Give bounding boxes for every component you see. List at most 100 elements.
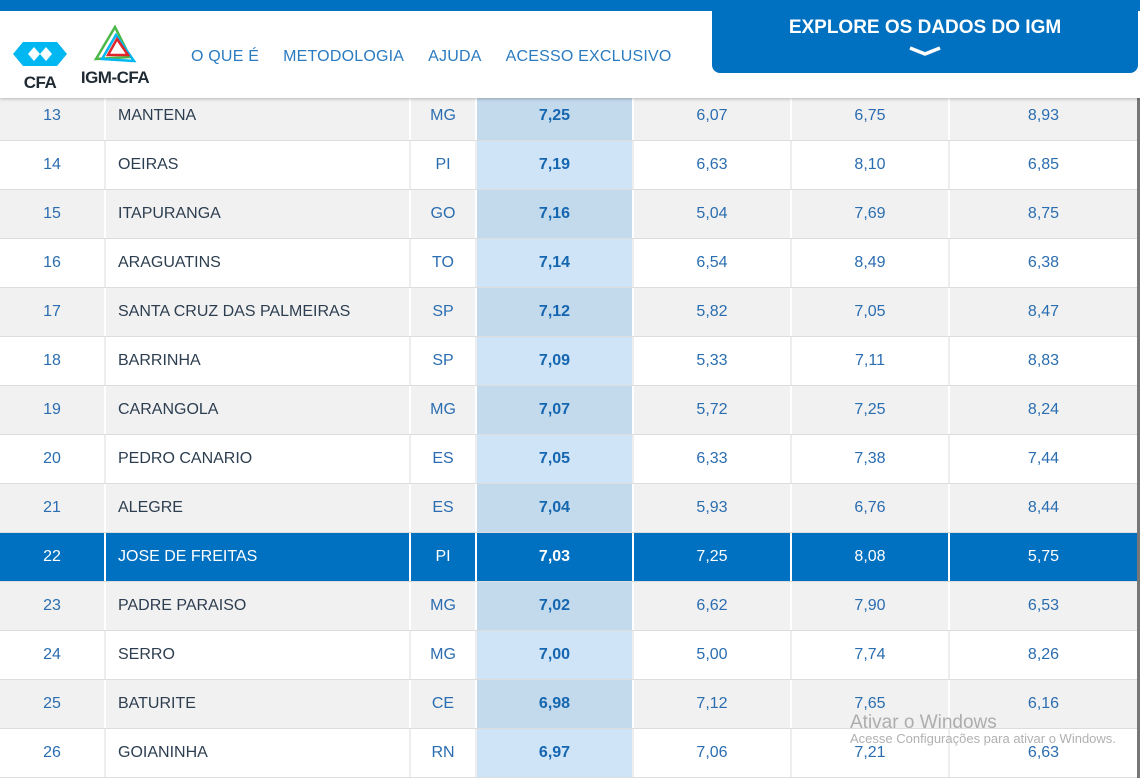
scrollbar[interactable]: [1137, 98, 1140, 778]
cell-dimension-3: 8,26: [1027, 646, 1060, 663]
cell-igm-score: 7,25: [477, 92, 634, 140]
cell-rank: 26: [0, 729, 106, 777]
igm-logo[interactable]: IGM-CFA: [74, 24, 156, 88]
cell-dimension-2: 7,25: [792, 386, 950, 434]
cell-igm-score: 7,09: [477, 337, 634, 385]
cell-dimension-1: 5,82: [634, 288, 792, 336]
table-row[interactable]: 16 ARAGUATINS TO 7,14 6,54 8,49 6,38: [0, 239, 1137, 288]
cell-igm-score: 7,05: [477, 435, 634, 483]
chevron-down-icon: [909, 46, 941, 56]
nav-ajuda[interactable]: AJUDA: [428, 48, 482, 65]
cell-municipality: BARRINHA: [106, 337, 411, 385]
cell-dimension-3: 6,53: [1027, 597, 1060, 614]
cell-rank: 25: [0, 680, 106, 728]
cell-uf: GO: [411, 190, 477, 238]
cell-dimension-1: 5,00: [634, 631, 792, 679]
cell-municipality: SANTA CRUZ DAS PALMEIRAS: [106, 288, 411, 336]
cell-dimension-2: 6,76: [792, 484, 950, 532]
cell-dimension-2: 7,11: [792, 337, 950, 385]
cell-municipality: BATURITE: [106, 680, 411, 728]
cell-municipality: SERRO: [106, 631, 411, 679]
cell-rank: 19: [0, 386, 106, 434]
table-row[interactable]: 13 MANTENA MG 7,25 6,07 6,75 8,93: [0, 92, 1137, 141]
table-row[interactable]: 18 BARRINHA SP 7,09 5,33 7,11 8,83: [0, 337, 1137, 386]
cell-rank: 18: [0, 337, 106, 385]
top-bar: [0, 0, 1140, 11]
cell-dimension-1: 7,06: [634, 729, 792, 777]
table-row[interactable]: 23 PADRE PARAISO MG 7,02 6,62 7,90 6,53: [0, 582, 1137, 631]
cell-municipality: ITAPURANGA: [106, 190, 411, 238]
cell-uf: MG: [411, 582, 477, 630]
cell-municipality: JOSE DE FREITAS: [106, 533, 411, 581]
table-row[interactable]: 24 SERRO MG 7,00 5,00 7,74 8,26: [0, 631, 1137, 680]
cell-rank: 13: [0, 92, 106, 140]
cell-dimension-1: 6,07: [634, 92, 792, 140]
cell-dimension-3: 8,83: [1027, 352, 1060, 369]
cell-dimension-1: 7,25: [634, 533, 792, 581]
cfa-logo-text: CFA: [23, 73, 57, 92]
table-row[interactable]: 20 PEDRO CANARIO ES 7,05 6,33 7,38 7,44: [0, 435, 1137, 484]
cell-dimension-1: 5,93: [634, 484, 792, 532]
cell-igm-score: 7,16: [477, 190, 634, 238]
cell-dimension-3: 8,93: [1027, 107, 1060, 124]
table-row[interactable]: 22 JOSE DE FREITAS PI 7,03 7,25 8,08 5,75: [0, 533, 1137, 582]
cell-municipality: CARANGOLA: [106, 386, 411, 434]
table-row[interactable]: 26 GOIANINHA RN 6,97 7,06 7,21 6,63: [0, 729, 1137, 778]
nav-metodologia[interactable]: METODOLOGIA: [283, 48, 405, 65]
cell-uf: ES: [411, 484, 477, 532]
cell-dimension-3: 5,75: [950, 533, 1137, 581]
cell-rank: 21: [0, 484, 106, 532]
cell-rank: 20: [0, 435, 106, 483]
cell-rank: 17: [0, 288, 106, 336]
cell-dimension-1: 5,72: [634, 386, 792, 434]
cell-uf: CE: [411, 680, 477, 728]
cfa-diamond-icon: [13, 42, 67, 66]
igm-logo-text: IGM-CFA: [80, 68, 150, 87]
cell-municipality: OEIRAS: [106, 141, 411, 189]
cell-dimension-2: 8,10: [792, 141, 950, 189]
table-row[interactable]: 15 ITAPURANGA GO 7,16 5,04 7,69 8,75: [0, 190, 1137, 239]
nav-acesso-exclusivo[interactable]: ACESSO EXCLUSIVO: [505, 48, 672, 65]
cell-igm-score: 7,02: [477, 582, 634, 630]
cell-dimension-3: 7,44: [1027, 450, 1060, 467]
cell-dimension-2: 7,65: [792, 680, 950, 728]
table-row[interactable]: 17 SANTA CRUZ DAS PALMEIRAS SP 7,12 5,82 7,05…: [0, 288, 1137, 337]
cell-dimension-2: 7,90: [792, 582, 950, 630]
cell-uf: MG: [411, 631, 477, 679]
cell-igm-score: 7,04: [477, 484, 634, 532]
cell-uf: ES: [411, 435, 477, 483]
cell-uf: PI: [411, 141, 477, 189]
cell-igm-score: 7,19: [477, 141, 634, 189]
cell-rank: 16: [0, 239, 106, 287]
nav-o-que-e[interactable]: O QUE É: [191, 48, 260, 65]
cell-igm-score: 7,07: [477, 386, 634, 434]
cell-uf: MG: [411, 386, 477, 434]
table-row[interactable]: 21 ALEGRE ES 7,04 5,93 6,76 8,44: [0, 484, 1137, 533]
cfa-logo[interactable]: CFA: [13, 40, 67, 93]
cell-rank: 14: [0, 141, 106, 189]
table-row[interactable]: 14 OEIRAS PI 7,19 6,63 8,10 6,85: [0, 141, 1137, 190]
cell-municipality: PADRE PARAISO: [106, 582, 411, 630]
cell-igm-score: 7,03: [477, 533, 634, 581]
cell-rank: 15: [0, 190, 106, 238]
main-nav: O QUE É METODOLOGIA AJUDA ACESSO EXCLUSI…: [191, 48, 672, 66]
cell-uf: TO: [411, 239, 477, 287]
cell-igm-score: 6,97: [477, 729, 634, 777]
cell-dimension-1: 6,62: [634, 582, 792, 630]
table-row[interactable]: 19 CARANGOLA MG 7,07 5,72 7,25 8,24: [0, 386, 1137, 435]
cell-dimension-1: 6,33: [634, 435, 792, 483]
cell-rank: 24: [0, 631, 106, 679]
ranking-table: 13 MANTENA MG 7,25 6,07 6,75 8,93 14 OEIRAS PI 7,1…: [0, 92, 1137, 778]
cell-dimension-3: 8,44: [1027, 499, 1060, 516]
cell-dimension-3: 8,75: [1027, 205, 1060, 222]
cell-dimension-1: 6,63: [634, 141, 792, 189]
table-row[interactable]: 25 BATURITE CE 6,98 7,12 7,65 6,16: [0, 680, 1137, 729]
cell-dimension-3: 6,63: [1027, 744, 1060, 761]
cell-uf: SP: [411, 288, 477, 336]
explore-data-button[interactable]: EXPLORE OS DADOS DO IGM: [712, 0, 1138, 73]
cell-municipality: GOIANINHA: [106, 729, 411, 777]
cell-rank: 23: [0, 582, 106, 630]
cell-municipality: MANTENA: [106, 92, 411, 140]
cell-dimension-1: 6,54: [634, 239, 792, 287]
cell-igm-score: 7,12: [477, 288, 634, 336]
